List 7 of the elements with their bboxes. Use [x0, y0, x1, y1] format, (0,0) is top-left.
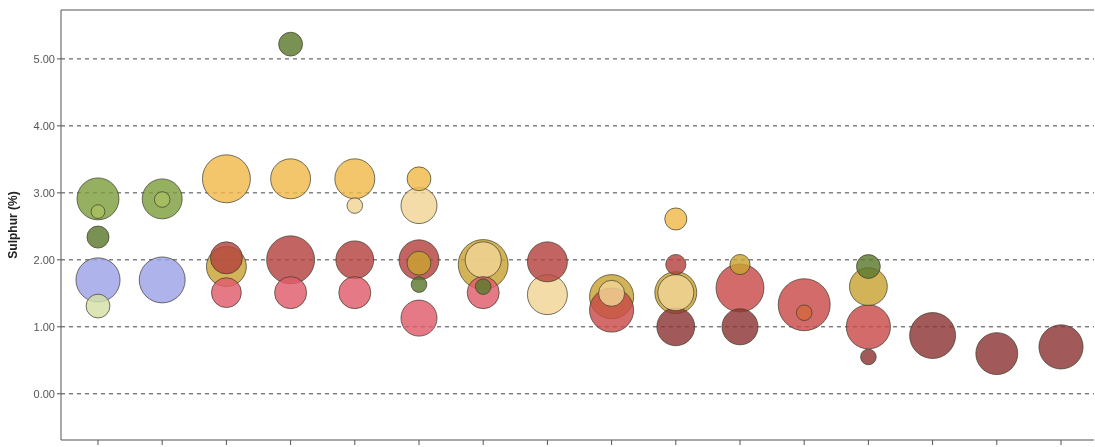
y-tick-label: 3.00	[33, 186, 55, 199]
y-tick-label: 2.00	[33, 253, 55, 266]
y-axis-title: Sulphur (%)	[6, 191, 20, 259]
y-tick-label: 0.00	[33, 387, 55, 400]
y-tick-label: 5.00	[33, 52, 55, 65]
y-tick-label: 1.00	[33, 320, 55, 333]
y-tick-label: 4.00	[33, 119, 55, 132]
